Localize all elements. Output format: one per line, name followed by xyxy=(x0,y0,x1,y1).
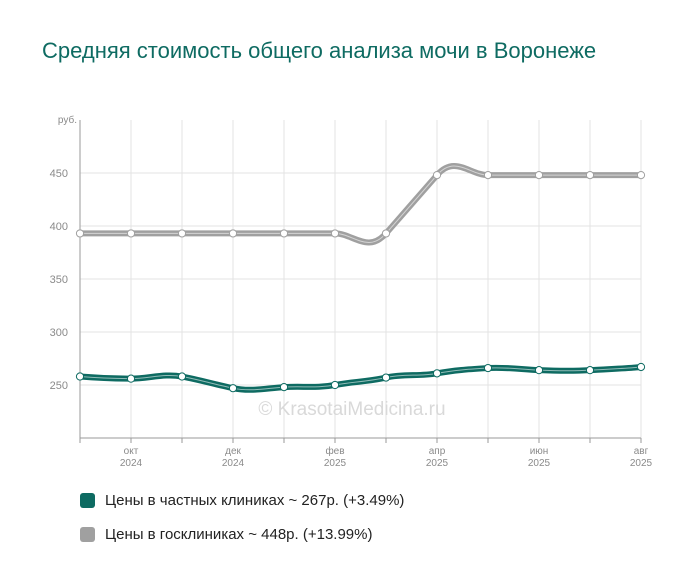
data-point-s0-10 xyxy=(585,366,595,375)
y-axis-unit: руб. xyxy=(58,114,77,126)
chart-title: Средняя стоимость общего анализа мочи в … xyxy=(42,38,597,63)
data-point-s0-7 xyxy=(432,369,442,378)
data-point-s0-8 xyxy=(483,363,493,373)
y-tick-label-450: 450 xyxy=(50,168,68,180)
y-tick-label-400: 400 xyxy=(50,221,68,233)
legend-swatch-public xyxy=(80,526,95,542)
x-tick-label-year-3: 2025 xyxy=(426,458,449,469)
data-point-s1-6 xyxy=(381,229,391,238)
watermark: © KrasotaiMedicina.ru xyxy=(258,399,445,420)
data-point-s0-3 xyxy=(228,384,238,393)
series-line-1 xyxy=(77,163,644,246)
data-points xyxy=(75,171,646,393)
data-point-s1-10 xyxy=(585,171,595,180)
x-tick-label-year-0: 2024 xyxy=(120,458,143,469)
x-tick-label-year-2: 2025 xyxy=(324,458,347,469)
data-point-s1-1 xyxy=(126,229,136,238)
data-point-s1-2 xyxy=(177,229,187,238)
data-point-s1-0 xyxy=(75,229,85,238)
x-tick-label-month-2: фев xyxy=(325,445,344,457)
legend-item-private[interactable]: Цены в частных клиниках ~ 267р. (+3.49%) xyxy=(80,488,404,512)
legend-item-public[interactable]: Цены в госклиниках ~ 448р. (+13.99%) xyxy=(80,522,404,546)
data-point-s0-4 xyxy=(279,383,289,392)
grid xyxy=(79,120,642,438)
x-tick-label-year-1: 2024 xyxy=(222,458,245,469)
data-point-s1-11 xyxy=(636,171,646,180)
data-point-s0-0 xyxy=(75,372,85,381)
x-tick-label-month-1: дек xyxy=(225,446,241,457)
legend: Цены в частных клиниках ~ 267р. (+3.49%)… xyxy=(80,488,404,556)
series-line-highlight-0 xyxy=(79,366,642,391)
data-point-s0-1 xyxy=(126,374,136,383)
data-point-s1-7 xyxy=(432,171,442,180)
y-tick-label-350: 350 xyxy=(50,274,68,286)
data-point-s0-11 xyxy=(636,362,646,372)
tick-labels: 250300350400450руб.окт2024дек2024фев2025… xyxy=(50,114,653,469)
data-point-s1-5 xyxy=(330,229,340,238)
data-point-s1-9 xyxy=(534,171,544,180)
data-point-s1-8 xyxy=(483,171,493,180)
legend-label-private: Цены в частных клиниках ~ 267р. (+3.49%) xyxy=(105,491,405,509)
line-chart: © KrasotaiMedicina.ru 250 300 350 400 450 руб… xyxy=(50,114,653,469)
axes xyxy=(79,120,642,443)
series-lines xyxy=(77,163,644,393)
x-tick-label-month-5: авг xyxy=(634,446,649,457)
data-point-s1-3 xyxy=(228,229,238,238)
y-tick-label-300: 300 xyxy=(50,327,68,339)
x-tick-label-month-4: июн xyxy=(530,446,549,457)
data-point-s0-6 xyxy=(381,373,391,382)
data-point-s0-2 xyxy=(177,372,187,381)
x-tick-label-month-3: апр xyxy=(429,446,446,457)
legend-swatch-private xyxy=(80,492,95,508)
data-point-s1-4 xyxy=(279,229,289,238)
x-tick-label-year-4: 2025 xyxy=(528,458,551,469)
data-point-s0-9 xyxy=(534,366,544,375)
legend-label-public: Цены в госклиниках ~ 448р. (+13.99%) xyxy=(105,525,373,543)
y-tick-label-250: 250 xyxy=(50,380,68,392)
x-tick-label-month-0: окт xyxy=(124,446,139,457)
data-point-s0-5 xyxy=(330,380,340,390)
x-tick-label-year-5: 2025 xyxy=(630,458,653,469)
